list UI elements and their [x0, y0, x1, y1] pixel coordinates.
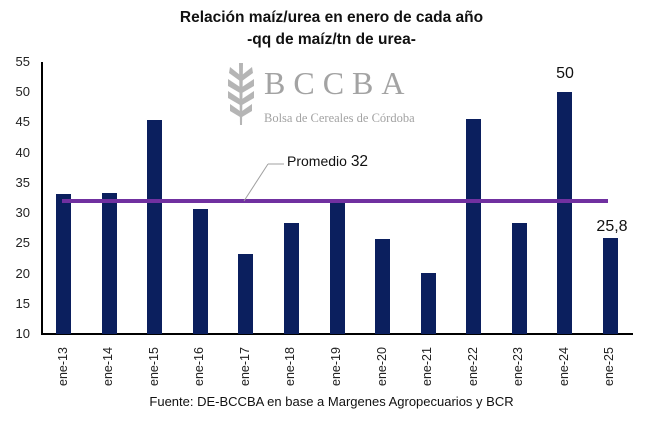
data-label-ene-25: 25,8 — [596, 218, 628, 235]
average-label: Promedio 32 — [287, 153, 368, 171]
bar-ene-16 — [192, 208, 208, 334]
bar-ene-15 — [147, 120, 163, 334]
bar-ene-17 — [238, 254, 254, 334]
bar-ene-23 — [511, 222, 527, 334]
wheat-icon — [228, 63, 254, 125]
x-tick-label: ene-18 — [283, 347, 298, 386]
average-leader-line — [243, 163, 284, 202]
bar-ene-22 — [466, 118, 482, 334]
x-tick-label: ene-21 — [420, 347, 435, 386]
x-tick-label: ene-19 — [329, 347, 343, 386]
x-tick-label: ene-17 — [237, 347, 252, 386]
watermark-subtitle: Bolsa de Cereales de Córdoba — [264, 111, 415, 125]
source-note: Fuente: DE-BCCBA en base a Margenes Agro… — [149, 394, 514, 409]
watermark-name: BCCBA — [264, 65, 413, 101]
bar-ene-25 — [602, 238, 618, 334]
x-tick-label: ene-24 — [556, 347, 571, 386]
y-axis — [41, 62, 43, 334]
x-tick-label: ene-16 — [192, 347, 207, 386]
y-tick-label: 45 — [15, 114, 30, 130]
chart-subtitle: -qq de maíz/tn de urea- — [247, 31, 416, 48]
average-value: 32 — [350, 153, 369, 170]
y-tick-label: 40 — [15, 144, 30, 160]
x-tick-label: ene-22 — [465, 347, 480, 386]
bar-ene-13 — [56, 193, 72, 334]
chart-title: Relación maíz/urea en enero de cada año — [179, 9, 484, 26]
y-tick-label: 30 — [15, 205, 30, 221]
bar-ene-18 — [283, 222, 299, 334]
bar-ene-20 — [375, 239, 391, 334]
bar-ene-14 — [101, 193, 117, 334]
y-tick-label: 10 — [15, 326, 30, 341]
y-tick-label: 50 — [15, 84, 30, 100]
x-tick-label: ene-14 — [101, 347, 116, 386]
x-tick-label: ene-13 — [55, 347, 70, 386]
y-tick-label: 15 — [15, 295, 30, 311]
x-tick-label: ene-20 — [374, 347, 389, 386]
bar-ene-21 — [420, 272, 436, 334]
y-tick-label: 55 — [15, 54, 30, 69]
bccba-watermark: BCCBA Bolsa de Cereales de Córdoba — [226, 61, 416, 129]
bar-ene-24 — [557, 92, 573, 334]
average-label-text: Promedio — [287, 153, 347, 169]
x-tick-label: ene-25 — [602, 347, 617, 386]
y-tick-label: 20 — [15, 265, 30, 281]
bar-ene-19 — [329, 202, 345, 334]
average-line — [61, 199, 609, 204]
y-tick-label: 35 — [15, 174, 30, 190]
x-tick-label: ene-15 — [146, 347, 161, 386]
y-tick-label: 25 — [15, 235, 30, 251]
x-tick-label: ene-23 — [511, 347, 526, 386]
data-label-ene-24: 50 — [556, 65, 574, 82]
